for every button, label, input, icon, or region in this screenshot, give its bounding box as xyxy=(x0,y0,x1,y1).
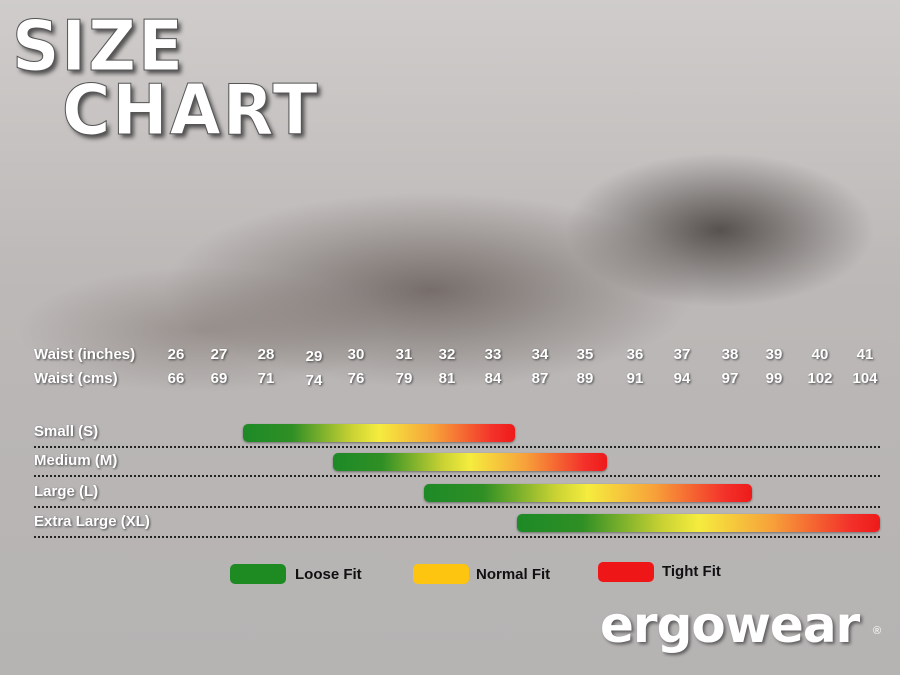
size-range-bar xyxy=(243,424,515,442)
waist-inches-label: Waist (inches) xyxy=(34,346,136,363)
cm-tick: 71 xyxy=(257,370,275,387)
inch-tick: 38 xyxy=(721,346,739,363)
cm-tick: 94 xyxy=(673,370,691,387)
divider xyxy=(34,506,880,508)
cm-tick: 87 xyxy=(531,370,549,387)
inch-tick: 31 xyxy=(395,346,413,363)
title-line1: SIZE xyxy=(11,6,186,88)
size-label: Extra Large (XL) xyxy=(34,513,150,530)
inch-tick: 39 xyxy=(765,346,783,363)
size-label: Large (L) xyxy=(34,483,99,500)
cm-tick: 74 xyxy=(305,372,323,389)
divider xyxy=(34,446,880,448)
divider xyxy=(34,475,880,477)
divider xyxy=(34,536,880,538)
inch-tick: 37 xyxy=(673,346,691,363)
inch-tick: 32 xyxy=(438,346,456,363)
legend-swatch xyxy=(598,562,654,582)
inch-tick: 34 xyxy=(531,346,549,363)
cm-tick: 91 xyxy=(626,370,644,387)
inch-tick: 36 xyxy=(626,346,644,363)
inch-tick: 26 xyxy=(167,346,185,363)
cm-tick: 89 xyxy=(576,370,594,387)
size-range-bar xyxy=(424,484,752,502)
cm-tick: 66 xyxy=(167,370,185,387)
size-label: Medium (M) xyxy=(34,452,118,469)
inch-tick: 41 xyxy=(856,346,874,363)
inch-tick: 27 xyxy=(210,346,228,363)
legend-label: Loose Fit xyxy=(295,566,362,583)
size-range-bar xyxy=(517,514,880,532)
legend-label: Normal Fit xyxy=(476,566,551,583)
size-range-bar xyxy=(333,453,607,471)
cm-tick: 97 xyxy=(721,370,739,387)
cm-tick: 79 xyxy=(395,370,413,387)
brand-logo: ergowear xyxy=(600,596,860,654)
legend-swatch xyxy=(230,564,286,584)
legend-label: Tight Fit xyxy=(662,563,721,580)
legend-swatch xyxy=(413,564,469,584)
inch-tick: 35 xyxy=(576,346,594,363)
cm-tick: 102 xyxy=(807,370,833,387)
cm-tick: 76 xyxy=(347,370,365,387)
inch-tick: 30 xyxy=(347,346,365,363)
size-label: Small (S) xyxy=(34,423,99,440)
waist-cms-label: Waist (cms) xyxy=(34,370,118,387)
cm-tick: 84 xyxy=(484,370,502,387)
cm-tick: 104 xyxy=(852,370,878,387)
title-line2: CHART xyxy=(62,70,320,152)
cm-tick: 69 xyxy=(210,370,228,387)
registered-mark: ® xyxy=(873,625,882,637)
inch-tick: 29 xyxy=(305,348,323,365)
cm-tick: 99 xyxy=(765,370,783,387)
cm-tick: 81 xyxy=(438,370,456,387)
inch-tick: 40 xyxy=(811,346,829,363)
inch-tick: 28 xyxy=(257,346,275,363)
inch-tick: 33 xyxy=(484,346,502,363)
